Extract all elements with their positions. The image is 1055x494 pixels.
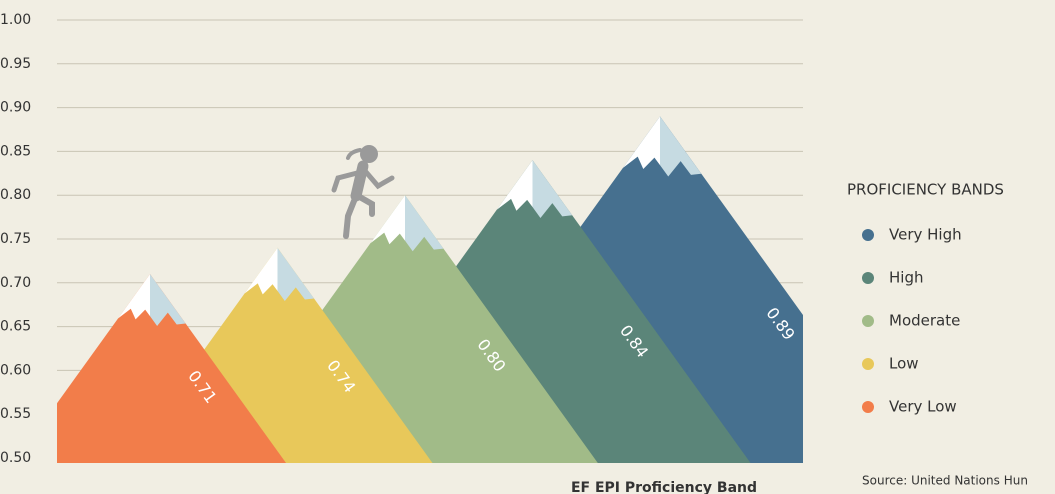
source-note: Source: United Nations Hun <box>862 474 1028 488</box>
y-tick-label: 1.00 <box>0 12 31 28</box>
legend-swatch <box>862 229 874 241</box>
y-tick-label: 0.65 <box>0 319 31 335</box>
legend-label: Moderate <box>889 312 960 330</box>
page: {"chart_data": {"type": "mountain", "x_l… <box>0 0 1055 494</box>
mountains: 0.890.840.800.740.71 <box>14 116 910 463</box>
y-tick-label: 0.85 <box>0 143 31 159</box>
y-tick-label: 0.90 <box>0 100 31 116</box>
legend-label: Low <box>889 355 919 373</box>
legend-label: Very High <box>889 226 962 244</box>
legend-swatch <box>862 315 874 327</box>
y-tick-label: 0.95 <box>0 56 31 72</box>
hiker-icon <box>334 145 392 236</box>
x-axis-label: EF EPI Proficiency Band <box>571 480 757 494</box>
chart: 0.50 0.55 0.60 0.65 0.70 0.75 0.80 0.85 0.90 0.95… <box>0 0 1055 494</box>
legend-swatch <box>862 401 874 413</box>
legend-swatch <box>862 272 874 284</box>
legend-swatch <box>862 358 874 370</box>
y-tick-label: 0.80 <box>0 187 31 203</box>
y-tick-label: 0.55 <box>0 406 31 422</box>
legend: PROFICIENCY BANDS Very High High Moderate L… <box>847 181 1004 416</box>
legend-title: PROFICIENCY BANDS <box>847 181 1004 199</box>
legend-label: Very Low <box>889 398 957 416</box>
y-tick-label: 0.50 <box>0 450 31 466</box>
legend-label: High <box>889 269 923 287</box>
y-tick-label: 0.60 <box>0 362 31 378</box>
y-tick-label: 0.75 <box>0 231 31 247</box>
y-tick-label: 0.70 <box>0 275 31 291</box>
